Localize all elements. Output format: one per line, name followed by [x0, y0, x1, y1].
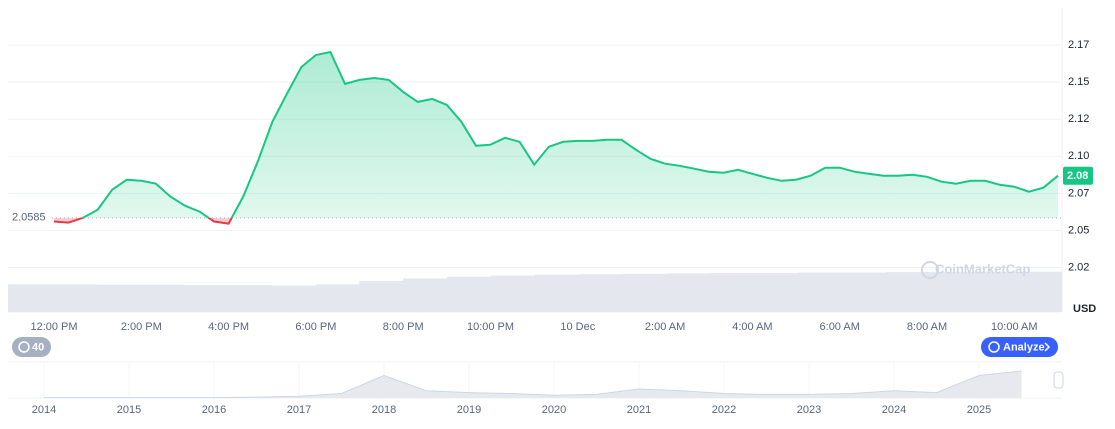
watermark-logo	[921, 261, 939, 279]
analyze-button[interactable]: Analyze	[981, 337, 1058, 357]
volume-bar	[51, 284, 97, 312]
y-tick-label: 2.07	[1068, 187, 1089, 199]
volume-bar	[622, 273, 668, 312]
badge-text: 40	[32, 341, 44, 353]
current-price: 2.08	[1067, 170, 1088, 182]
x-tick-label: 6:00 PM	[295, 321, 336, 333]
navigator-year: 2017	[287, 404, 311, 416]
volume-bar	[95, 284, 141, 312]
area-down	[54, 217, 232, 224]
y-tick-label: 2.17	[1068, 39, 1089, 51]
badge[interactable]: 40	[12, 337, 51, 357]
navigator-year: 2018	[372, 404, 396, 416]
volume-bar	[271, 285, 316, 312]
area	[82, 52, 1058, 218]
y-tick-label: 2.12	[1068, 113, 1089, 125]
volume-bar	[139, 284, 185, 312]
navigator-year: 2019	[457, 404, 481, 416]
price-line-down	[53, 217, 233, 225]
volume-bar	[1018, 271, 1063, 312]
volume-bar	[578, 274, 624, 312]
volume-bar	[754, 272, 799, 312]
x-tick-label: 10:00 PM	[467, 321, 514, 333]
navigator-year: 2016	[202, 404, 226, 416]
watermark: CoinMarketCap	[935, 261, 1030, 276]
navigator-area	[44, 371, 1022, 398]
navigator-year: 2014	[32, 404, 56, 416]
volume-bar	[666, 273, 712, 312]
volume-bar	[491, 275, 536, 312]
navigator-year: 2021	[627, 404, 651, 416]
volume-bar	[227, 285, 272, 312]
volume-bar	[183, 285, 229, 312]
volume-bar	[974, 271, 1019, 312]
navigator-year: 2015	[117, 404, 141, 416]
volume-bar	[359, 280, 404, 312]
volume-bar	[447, 276, 492, 312]
button-bg	[981, 337, 1058, 357]
y-tick-label: 2.02	[1068, 261, 1089, 273]
y-tick-label: 2.10	[1068, 150, 1089, 162]
y-tick-label: 2.05	[1068, 224, 1089, 236]
navigator-line	[44, 370, 1022, 399]
button-text: Analyze	[1003, 341, 1045, 353]
price-line	[79, 50, 1059, 218]
volume-bar	[535, 274, 580, 312]
x-tick-label: 10 Dec	[560, 321, 595, 333]
currency-label: USD	[1073, 303, 1096, 315]
x-tick-label: 6:00 AM	[820, 321, 860, 333]
volume-bar	[842, 272, 887, 312]
x-tick-label: 12:00 PM	[30, 321, 77, 333]
chevron	[1044, 342, 1051, 352]
volume-bar	[403, 278, 448, 312]
volume-bar	[8, 284, 53, 312]
x-tick-label: 4:00 PM	[208, 321, 249, 333]
navigator-year: 2024	[882, 404, 906, 416]
navigator-year: 2023	[797, 404, 821, 416]
x-tick-label: 8:00 PM	[383, 321, 424, 333]
volume-bar	[798, 272, 843, 312]
y-tick-label: 2.15	[1068, 76, 1089, 88]
navigator-year: 2020	[542, 404, 566, 416]
button-icon	[988, 341, 1000, 353]
x-tick-label: 2:00 AM	[645, 321, 685, 333]
baseline-label: 2.0585	[12, 212, 46, 224]
volume-bar	[930, 272, 975, 312]
current-price-bg	[1063, 166, 1093, 185]
navigator-year: 2022	[712, 404, 736, 416]
x-tick-label: 10:00 AM	[991, 321, 1037, 333]
volume-bar	[315, 284, 360, 312]
navigator-handle[interactable]	[1053, 371, 1064, 389]
x-tick-label: 2:00 PM	[121, 321, 162, 333]
x-tick-label: 8:00 AM	[907, 321, 947, 333]
navigator-year: 2025	[967, 404, 991, 416]
clock-icon	[18, 341, 30, 353]
baseline-label-bg	[6, 210, 52, 225]
volume-bar	[886, 272, 931, 312]
x-tick-label: 4:00 AM	[732, 321, 772, 333]
volume-bar	[710, 272, 756, 312]
